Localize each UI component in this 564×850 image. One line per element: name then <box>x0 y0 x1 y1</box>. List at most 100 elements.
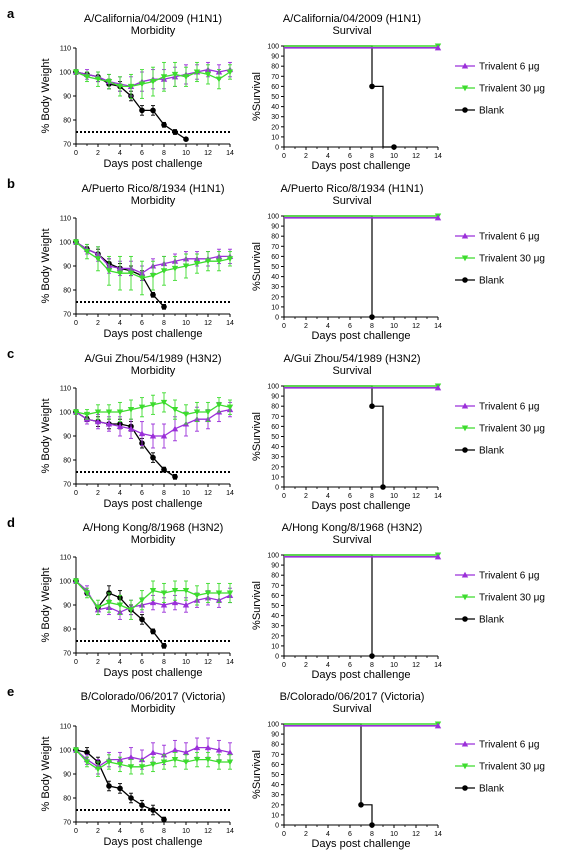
data-point <box>117 785 123 792</box>
data-point <box>150 292 156 298</box>
legend-marker <box>461 255 469 262</box>
x-tick-label: 10 <box>390 153 398 160</box>
y-tick-label: 100 <box>267 553 279 560</box>
x-tick-label: 2 <box>96 659 100 666</box>
y-tick-label: 40 <box>271 444 279 451</box>
data-point <box>138 764 146 770</box>
y-tick-label: 110 <box>60 386 71 393</box>
data-point <box>72 747 80 754</box>
y-axis-label: %Survival <box>251 581 263 630</box>
x-tick-label: 2 <box>96 150 100 157</box>
y-tick-label: 100 <box>267 722 279 729</box>
panel-a: a A/California/04/2009 (H1N1)Morbidity708… <box>7 6 545 172</box>
data-point <box>215 590 223 597</box>
y-tick-label: 30 <box>271 114 279 121</box>
y-tick-label: 80 <box>63 288 71 295</box>
y-tick-label: 50 <box>271 94 279 101</box>
morbidity-strain-title: A/California/04/2009 (H1N1) <box>84 13 222 25</box>
y-tick-label: 70 <box>271 244 279 251</box>
survival-series-2 <box>284 554 375 659</box>
x-tick-label: 10 <box>182 659 190 666</box>
x-tick-label: 6 <box>348 323 352 330</box>
legend-marker <box>462 616 468 622</box>
y-tick-label: 100 <box>267 44 279 51</box>
morbidity-series-1 <box>72 747 234 777</box>
y-tick-label: 0 <box>275 485 279 492</box>
x-tick-label: 0 <box>282 153 286 160</box>
x-tick-label: 12 <box>204 150 212 157</box>
morbidity-strain-title: A/Hong Kong/8/1968 (H3N2) <box>83 522 224 534</box>
data-point <box>215 258 223 265</box>
x-tick-label: 4 <box>326 493 330 500</box>
legend-label: Trivalent 30 μg <box>479 593 545 604</box>
y-tick-label: 90 <box>271 224 279 231</box>
y-tick-label: 80 <box>271 234 279 241</box>
survival-chart: A/Gui Zhou/54/1989 (H3N2)Survival0102030… <box>251 353 442 512</box>
x-tick-label: 6 <box>348 831 352 838</box>
survival-chart: A/California/04/2009 (H1N1)Survival01020… <box>251 13 442 172</box>
data-point <box>183 136 189 142</box>
survival-end-marker <box>434 722 442 729</box>
panel-letter: c <box>7 346 14 361</box>
data-point <box>94 418 102 425</box>
y-tick-label: 10 <box>271 474 279 481</box>
data-point <box>171 265 179 272</box>
morbidity-title: Morbidity <box>131 534 176 546</box>
survival-end-marker <box>434 553 442 560</box>
x-axis-label: Days post challenge <box>103 836 202 848</box>
x-tick-label: 12 <box>204 659 212 666</box>
y-tick-label: 10 <box>271 304 279 311</box>
data-point <box>149 588 157 594</box>
data-point <box>105 409 113 416</box>
survival-end-marker <box>434 384 442 391</box>
data-point <box>105 600 113 606</box>
survival-title: Survival <box>332 25 371 37</box>
morbidity-title: Morbidity <box>131 195 176 207</box>
x-tick-label: 4 <box>118 320 122 327</box>
morbidity-series-1 <box>72 392 234 425</box>
survival-title: Survival <box>332 365 371 377</box>
survival-chart: B/Colorado/06/2017 (Victoria)Survival 0 10… <box>251 691 442 850</box>
y-axis-label: % Body Weight <box>40 58 52 133</box>
data-point <box>172 129 178 135</box>
data-point <box>138 597 146 604</box>
y-tick-label: 60 <box>271 254 279 261</box>
data-point <box>171 599 179 606</box>
y-tick-label: 80 <box>63 458 71 465</box>
survival-chart: A/Hong Kong/8/1968 (H3N2)Survival0102030… <box>251 522 442 681</box>
x-tick-label: 6 <box>140 150 144 157</box>
x-tick-label: 6 <box>140 828 144 835</box>
y-axis-label: %Survival <box>251 412 263 461</box>
morbidity-title: Morbidity <box>131 25 176 37</box>
data-point <box>72 409 80 416</box>
y-tick-label: 30 <box>271 792 279 799</box>
data-point <box>193 409 201 416</box>
x-tick-label: 4 <box>326 662 330 669</box>
morbidity-chart: A/Gui Zhou/54/1989 (H3N2)Morbidity708090… <box>40 353 234 510</box>
panel-letter: a <box>7 6 15 21</box>
y-tick-label: 70 <box>63 651 71 658</box>
x-tick-label: 10 <box>182 320 190 327</box>
survival-end-marker <box>434 214 442 221</box>
morbidity-chart: B/Colorado/06/2017 (Victoria)Morbidity 70… <box>40 691 234 848</box>
y-axis-label: %Survival <box>251 242 263 291</box>
morbidity-chart: A/California/04/2009 (H1N1)Morbidity7080… <box>40 13 234 170</box>
y-tick-label: 60 <box>271 762 279 769</box>
survival-strain-title: A/Gui Zhou/54/1989 (H3N2) <box>284 353 421 365</box>
data-point <box>172 474 178 480</box>
y-tick-label: 10 <box>271 643 279 650</box>
x-tick-label: 0 <box>74 490 78 497</box>
data-point <box>204 590 212 597</box>
x-tick-label: 6 <box>140 320 144 327</box>
legend-marker <box>461 740 469 747</box>
y-tick-label: 100 <box>59 410 71 417</box>
legend-label: Trivalent 6 μg <box>479 740 539 751</box>
panel-e: e B/Colorado/06/2017 (Victoria)Morbidity7… <box>7 684 545 850</box>
data-point <box>171 71 179 78</box>
y-tick-label: 20 <box>271 802 279 809</box>
x-tick-label: 8 <box>370 831 374 838</box>
y-tick-label: 80 <box>63 118 71 125</box>
y-tick-label: 80 <box>271 64 279 71</box>
legend-marker <box>461 232 469 239</box>
